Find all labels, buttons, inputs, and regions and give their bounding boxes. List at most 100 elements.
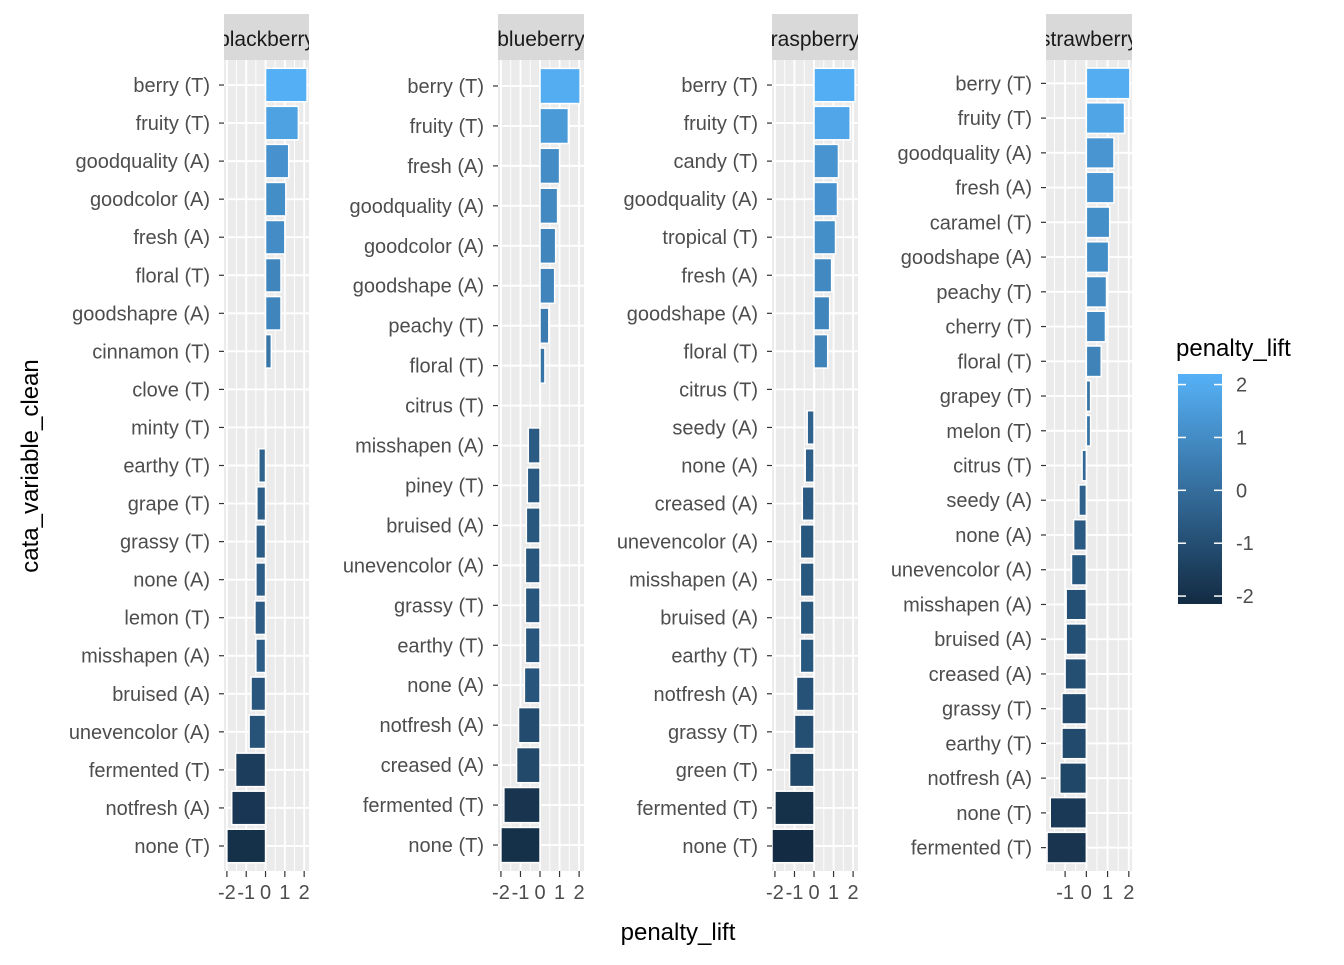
facet-strip-label: raspberry [771, 28, 860, 51]
bar [264, 333, 273, 369]
bar [799, 562, 815, 598]
facet-panel-blackberry: blackberry berry (T) fruity (T) goodquality… [69, 14, 310, 904]
bar [1059, 762, 1088, 795]
bar [788, 752, 815, 788]
category-label: bruised (A) [660, 608, 758, 630]
category-label: none (T) [956, 803, 1032, 825]
category-label: fermented (T) [89, 760, 210, 782]
x-tick-label: 1 [554, 882, 565, 904]
bar [524, 626, 541, 664]
x-tick-label: 1 [279, 882, 290, 904]
category-label: fruity (T) [958, 108, 1032, 130]
bar [250, 676, 267, 712]
bar [525, 507, 541, 544]
category-label: unevencolor (A) [343, 555, 484, 577]
bar [1085, 171, 1115, 204]
bar [539, 107, 570, 145]
category-label: citrus (T) [679, 379, 758, 401]
bar [264, 143, 290, 179]
bar [1065, 623, 1088, 656]
bar [813, 143, 840, 179]
bar [1065, 588, 1088, 621]
facet-strip [772, 14, 858, 60]
category-label: floral (T) [958, 351, 1032, 373]
bar [1085, 206, 1111, 239]
x-tick-label: -2 [766, 882, 784, 904]
bar [230, 790, 267, 826]
bar [813, 219, 837, 255]
category-label: caramel (T) [930, 212, 1032, 234]
x-tick-label: -1 [1056, 882, 1074, 904]
category-label: none (T) [408, 835, 484, 857]
bar [1085, 379, 1092, 413]
category-label: goodquality (A) [623, 189, 758, 211]
category-label: none (A) [133, 570, 210, 592]
legend-tick-label: 0 [1236, 480, 1247, 502]
category-label: none (A) [681, 456, 758, 478]
x-tick-label: -1 [512, 882, 530, 904]
category-label: none (T) [134, 836, 210, 858]
bar [1070, 553, 1088, 586]
category-label: earthy (T) [397, 635, 484, 657]
bar [234, 752, 267, 788]
category-label: none (T) [682, 836, 758, 858]
bar [264, 105, 300, 141]
bar [1061, 692, 1088, 725]
category-label: candy (T) [674, 151, 758, 173]
bar [799, 638, 815, 674]
x-axis-title: penalty_lift [621, 919, 736, 946]
category-label: unevencolor (A) [69, 722, 210, 744]
category-label: bruised (A) [386, 515, 484, 537]
bar [524, 547, 541, 584]
category-label: unevencolor (A) [617, 532, 758, 554]
bar [264, 295, 282, 331]
category-label: fresh (A) [133, 227, 210, 249]
category-label: clove (T) [132, 379, 210, 401]
category-label: misshapen (A) [903, 594, 1032, 616]
legend-colorbar [1178, 374, 1222, 604]
bar [539, 307, 550, 345]
x-tick-label: 0 [534, 882, 545, 904]
bar [1078, 484, 1088, 517]
bar [804, 448, 815, 483]
category-label: fresh (A) [681, 265, 758, 287]
bar [264, 219, 286, 255]
bar [1085, 136, 1115, 169]
bar [813, 105, 851, 141]
category-label: goodshape (A) [627, 303, 758, 325]
facet-strip [1046, 14, 1132, 60]
bar [799, 524, 815, 560]
category-label: unevencolor (A) [891, 560, 1032, 582]
category-label: none (A) [407, 675, 484, 697]
bar [1085, 102, 1126, 135]
category-label: cinnamon (T) [92, 341, 210, 363]
category-label: green (T) [676, 760, 758, 782]
legend: penalty_lift 2 1 0 -1 -2 [1176, 335, 1291, 608]
bar [1085, 275, 1108, 308]
category-label: notfresh (A) [380, 715, 484, 737]
category-label: lemon (T) [124, 608, 210, 630]
bar [248, 714, 267, 750]
category-label: goodcolor (A) [90, 189, 210, 211]
category-label: none (A) [955, 525, 1032, 547]
category-label: notfresh (A) [106, 798, 210, 820]
category-label: melon (T) [946, 421, 1032, 443]
bar [264, 371, 267, 407]
bar [1085, 310, 1107, 343]
bar [500, 826, 541, 864]
bar [526, 467, 541, 504]
category-label: creased (A) [655, 494, 758, 516]
bar [795, 676, 815, 712]
category-label: berry (T) [681, 75, 758, 97]
bar [813, 371, 816, 407]
legend-tick-label: -1 [1236, 533, 1254, 555]
category-label: citrus (T) [405, 396, 484, 418]
category-label: grassy (T) [668, 722, 758, 744]
category-label: fermented (T) [911, 838, 1032, 860]
bar [1085, 345, 1102, 378]
category-label: fruity (T) [684, 113, 758, 135]
category-label: goodquality (A) [349, 196, 484, 218]
category-label: goodquality (A) [75, 151, 210, 173]
category-label: fermented (T) [637, 798, 758, 820]
facet-strip-label: blueberry [497, 28, 585, 51]
